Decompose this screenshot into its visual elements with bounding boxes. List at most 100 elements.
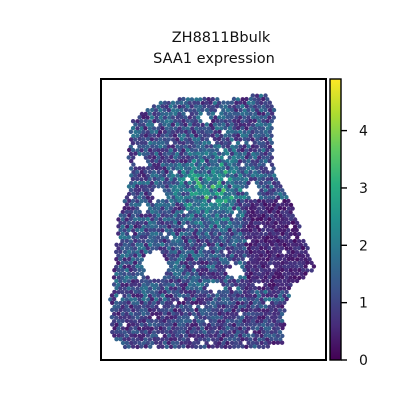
expression-spot (145, 144, 150, 149)
expression-spot (169, 155, 174, 160)
expression-spot (272, 311, 277, 316)
expression-spot (141, 268, 146, 273)
expression-spot (225, 231, 230, 237)
expression-spot (120, 297, 125, 302)
expression-spot (150, 144, 155, 149)
expression-spot (200, 231, 205, 236)
expression-spot (261, 278, 266, 284)
expression-spot (172, 322, 178, 327)
expression-spot (196, 137, 201, 142)
expression-spot (246, 326, 251, 331)
expression-spot (126, 344, 131, 349)
expression-spot (164, 111, 169, 117)
expression-spot (223, 344, 228, 349)
expression-spot (257, 140, 262, 146)
expression-spot (252, 198, 258, 204)
expression-spot (248, 147, 253, 153)
expression-spot (276, 253, 281, 258)
expression-spot (148, 228, 153, 233)
expression-spot (152, 235, 157, 240)
expression-spot (191, 209, 197, 215)
expression-spot (141, 311, 146, 317)
expression-spot (202, 191, 207, 196)
expression-spot (195, 209, 201, 215)
expression-spot (271, 297, 277, 302)
expression-spot (164, 307, 169, 313)
expression-spot (238, 195, 243, 200)
expression-spot (179, 282, 184, 288)
expression-spot (206, 133, 211, 138)
expression-spot (183, 333, 189, 338)
expression-spot (132, 267, 138, 273)
expression-spot (168, 293, 174, 299)
expression-spot (255, 209, 260, 215)
expression-spot (137, 260, 142, 266)
expression-spot (158, 108, 163, 113)
expression-spot (210, 220, 216, 226)
expression-spot (210, 104, 216, 110)
expression-spot (258, 253, 264, 258)
expression-spot (215, 184, 220, 189)
expression-spot (156, 140, 161, 146)
expression-spot (250, 260, 256, 265)
expression-spot (189, 286, 194, 291)
expression-spot (154, 180, 159, 185)
expression-spot (114, 307, 119, 313)
expression-spot (145, 159, 151, 164)
expression-spot (275, 238, 281, 244)
expression-spot (139, 213, 144, 218)
expression-spot (175, 202, 180, 207)
expression-spot (166, 188, 171, 193)
expression-spot (126, 184, 132, 189)
expression-spot (183, 282, 188, 287)
expression-spot (227, 169, 232, 174)
expression-spot (236, 119, 241, 124)
expression-spot (218, 329, 224, 335)
expression-spot (274, 271, 279, 276)
expression-spot (261, 329, 266, 335)
expression-spot (152, 176, 157, 182)
expression-spot (200, 136, 205, 142)
expression-spot (204, 311, 209, 317)
expression-spot (231, 249, 236, 255)
expression-spot (244, 264, 249, 269)
expression-spot (131, 170, 136, 175)
expression-spot (185, 250, 191, 255)
expression-spot (246, 217, 252, 222)
expression-spot (152, 162, 157, 168)
expression-spot (235, 301, 241, 306)
expression-spot (175, 297, 180, 302)
expression-spot (252, 300, 258, 305)
expression-spot (276, 275, 281, 280)
expression-spot (263, 107, 268, 113)
expression-spot (195, 326, 201, 331)
expression-spot (206, 344, 212, 349)
expression-spot (238, 180, 243, 185)
expression-spot (202, 126, 207, 131)
expression-spot (269, 213, 274, 218)
expression-spot (225, 253, 230, 259)
expression-spot (192, 231, 197, 236)
expression-spot (179, 100, 184, 106)
expression-spot (166, 253, 172, 258)
expression-spot (214, 213, 220, 218)
expression-spot (153, 340, 159, 345)
expression-spot (160, 155, 165, 160)
expression-spot (179, 275, 184, 280)
expression-spot (169, 315, 174, 320)
expression-spot (217, 151, 222, 156)
expression-spot (227, 133, 232, 138)
expression-spot (269, 191, 274, 196)
expression-spot (150, 195, 155, 200)
expression-spot (256, 271, 262, 277)
expression-spot (276, 311, 281, 316)
expression-spot (137, 209, 142, 215)
expression-spot (139, 336, 144, 342)
plot-frame (100, 78, 327, 361)
expression-spot (156, 111, 161, 117)
expression-spot (174, 311, 180, 316)
expression-spot (166, 333, 172, 338)
expression-spot (181, 141, 186, 146)
expression-spot (215, 242, 220, 247)
expression-spot (216, 333, 222, 339)
